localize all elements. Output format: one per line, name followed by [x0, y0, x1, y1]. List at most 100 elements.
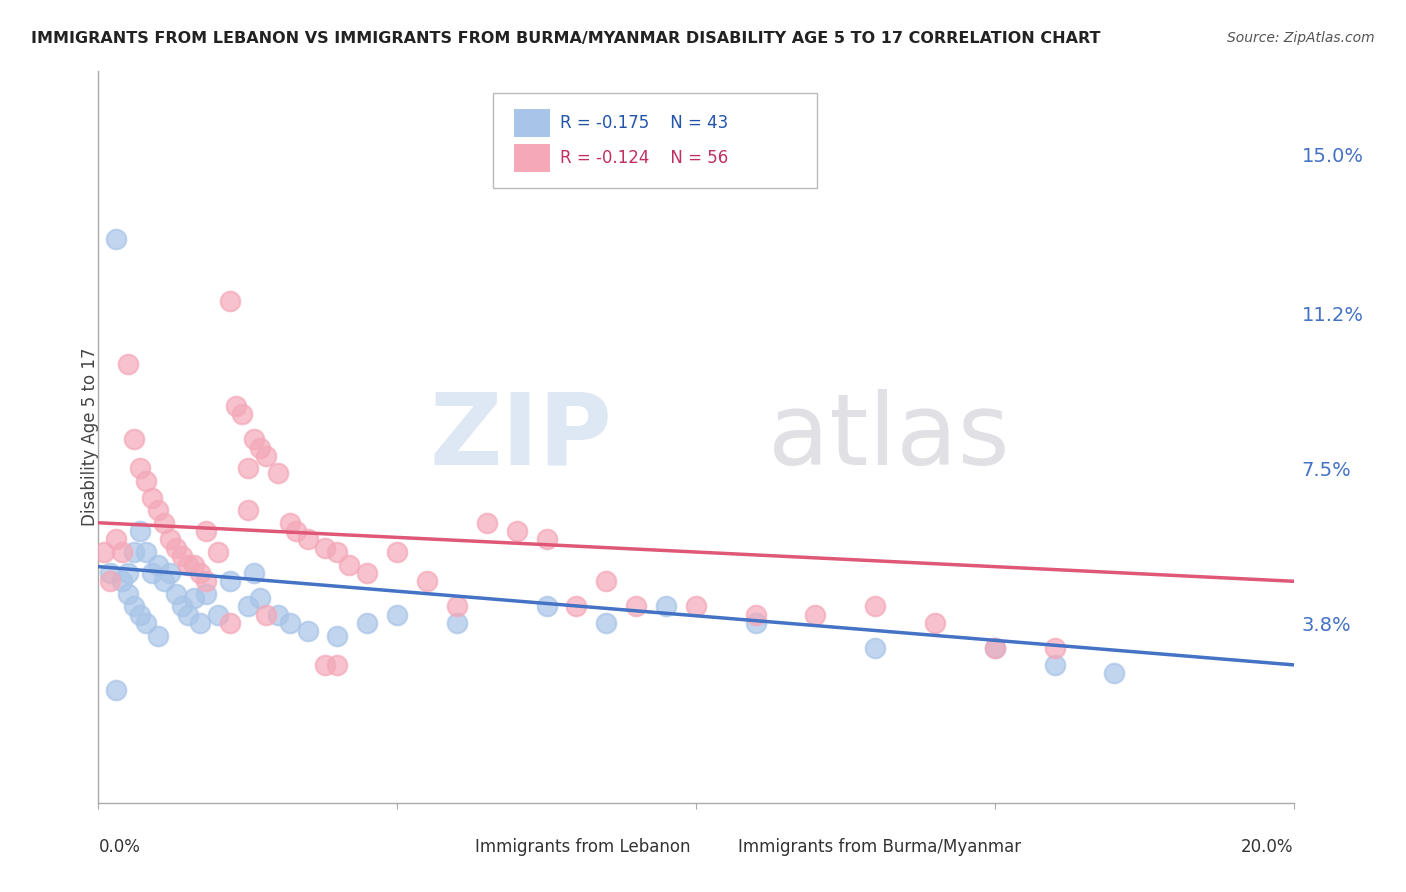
Point: [207, 545, 229, 559]
Text: R = -0.124    N = 56: R = -0.124 N = 56: [560, 149, 728, 167]
Point: [236, 599, 259, 614]
Point: [129, 461, 152, 475]
Point: [297, 533, 319, 547]
Point: [243, 432, 266, 446]
Point: [924, 616, 946, 631]
Text: R = -0.175    N = 43: R = -0.175 N = 43: [560, 114, 728, 132]
Point: [243, 566, 266, 580]
Point: [745, 616, 768, 631]
Point: [219, 574, 242, 589]
Point: [416, 574, 439, 589]
Point: [236, 461, 259, 475]
Y-axis label: Disability Age 5 to 17: Disability Age 5 to 17: [82, 348, 98, 526]
Point: [195, 587, 218, 601]
Point: [135, 616, 157, 631]
Point: [385, 545, 409, 559]
Point: [278, 516, 301, 530]
Point: [105, 682, 128, 697]
Point: [984, 641, 1007, 656]
Point: [105, 533, 128, 547]
FancyBboxPatch shape: [494, 93, 817, 188]
Point: [595, 616, 617, 631]
Point: [177, 558, 200, 572]
Point: [536, 533, 558, 547]
Point: [315, 541, 337, 555]
Point: [249, 591, 271, 605]
Point: [183, 591, 205, 605]
Point: [254, 449, 277, 463]
Point: [111, 545, 134, 559]
Point: [655, 599, 678, 614]
Point: [565, 599, 588, 614]
Point: [148, 629, 170, 643]
Point: [148, 503, 170, 517]
Text: ZIP: ZIP: [429, 389, 613, 485]
Point: [446, 599, 468, 614]
Point: [278, 616, 301, 631]
Point: [148, 558, 170, 572]
Point: [141, 491, 163, 505]
Text: 0.0%: 0.0%: [98, 838, 141, 855]
Point: [124, 432, 146, 446]
Text: atlas: atlas: [768, 389, 1010, 485]
Point: [236, 503, 259, 517]
Point: [595, 574, 617, 589]
Point: [231, 407, 253, 421]
Point: [385, 607, 409, 622]
Point: [98, 574, 122, 589]
Point: [219, 616, 242, 631]
Point: [195, 524, 218, 538]
Point: [117, 357, 139, 371]
Text: IMMIGRANTS FROM LEBANON VS IMMIGRANTS FROM BURMA/MYANMAR DISABILITY AGE 5 TO 17 : IMMIGRANTS FROM LEBANON VS IMMIGRANTS FR…: [31, 31, 1101, 46]
Point: [326, 545, 349, 559]
Point: [159, 533, 181, 547]
Point: [129, 607, 152, 622]
Point: [117, 566, 139, 580]
Text: Immigrants from Lebanon: Immigrants from Lebanon: [475, 838, 690, 855]
Point: [297, 624, 319, 639]
Point: [745, 607, 768, 622]
Point: [141, 566, 163, 580]
Point: [111, 574, 134, 589]
Point: [124, 599, 146, 614]
Point: [685, 599, 707, 614]
Point: [188, 616, 211, 631]
Point: [1043, 641, 1066, 656]
Point: [1104, 666, 1126, 681]
Point: [267, 466, 290, 480]
Point: [626, 599, 648, 614]
Point: [188, 566, 211, 580]
Point: [315, 657, 337, 672]
Point: [219, 294, 242, 309]
Point: [356, 616, 378, 631]
Point: [326, 657, 349, 672]
Point: [267, 607, 290, 622]
Point: [135, 474, 157, 488]
Point: [172, 599, 194, 614]
Point: [984, 641, 1007, 656]
Text: 20.0%: 20.0%: [1241, 838, 1294, 855]
Point: [326, 629, 349, 643]
Point: [225, 399, 247, 413]
Point: [356, 566, 378, 580]
Point: [254, 607, 277, 622]
Point: [183, 558, 205, 572]
Point: [536, 599, 558, 614]
Point: [1043, 657, 1066, 672]
Point: [98, 566, 122, 580]
Point: [207, 607, 229, 622]
Bar: [515, 110, 550, 137]
Point: [446, 616, 468, 631]
Point: [124, 545, 146, 559]
Point: [129, 524, 152, 538]
Point: [249, 441, 271, 455]
Point: [117, 587, 139, 601]
Point: [195, 574, 218, 589]
Point: [177, 607, 200, 622]
Point: [865, 599, 887, 614]
Point: [153, 574, 176, 589]
Point: [135, 545, 157, 559]
Point: [475, 516, 498, 530]
Point: [105, 231, 128, 245]
Point: [93, 545, 115, 559]
